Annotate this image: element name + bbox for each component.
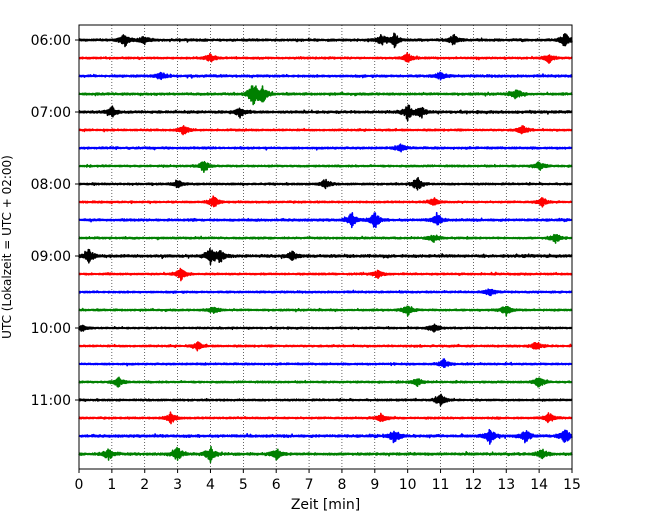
trace-1015 (78, 341, 573, 352)
trace-0730 (78, 143, 573, 153)
x-tick-label: 11 (432, 477, 450, 493)
plot-frame (78, 24, 573, 470)
trace-1145 (78, 445, 573, 464)
trace-0745 (78, 160, 573, 174)
x-tick-label: 15 (563, 477, 581, 493)
x-tick-label: 10 (399, 477, 417, 493)
trace-0800 (78, 176, 573, 191)
trace-0815 (78, 195, 573, 208)
trace-0830 (78, 211, 573, 229)
trace-0615 (78, 52, 573, 65)
trace-1045 (78, 376, 573, 388)
trace-0900 (78, 247, 573, 266)
trace-0600 (78, 32, 573, 49)
x-tick-label: 8 (337, 477, 346, 493)
trace-1030 (78, 358, 573, 369)
trace-1000 (78, 323, 573, 333)
x-tick-label: 13 (497, 477, 515, 493)
x-tick-label: 12 (464, 477, 482, 493)
trace-1130 (78, 428, 573, 445)
x-tick-label: 7 (305, 477, 314, 493)
x-tick-label: 2 (140, 477, 149, 493)
trace-0645 (78, 85, 573, 106)
trace-0700 (78, 104, 573, 122)
x-tick-label: 14 (530, 477, 548, 493)
trace-0715 (78, 125, 573, 136)
y-tick-label: 07:00 (31, 105, 71, 121)
trace-0915 (78, 267, 573, 282)
trace-1115 (78, 411, 573, 425)
x-tick-label: 6 (272, 477, 281, 493)
y-tick-label: 09:00 (31, 249, 71, 265)
vertical-grid (111, 25, 540, 469)
x-tick-label: 5 (239, 477, 248, 493)
y-axis-label: UTC (Lokalzeit = UTC + 02:00) (0, 155, 14, 339)
trace-0930 (78, 288, 573, 297)
trace-0630 (78, 71, 573, 81)
y-axis: 06:00 07:00 08:00 09:00 10:00 11:00 (31, 33, 79, 409)
y-tick-label: 06:00 (31, 33, 71, 49)
x-axis-label: Zeit [min] (291, 497, 360, 513)
trace-0845 (78, 233, 573, 244)
x-tick-label: 3 (173, 477, 182, 493)
x-tick-label: 1 (107, 477, 116, 493)
trace-1100 (78, 393, 573, 407)
trace-0945 (78, 305, 573, 317)
x-tick-label: 0 (75, 477, 84, 493)
y-tick-label: 10:00 (31, 321, 71, 337)
y-tick-label: 11:00 (31, 393, 71, 409)
trace-series (78, 32, 573, 464)
x-tick-label: 4 (206, 477, 215, 493)
y-tick-label: 08:00 (31, 177, 71, 193)
x-axis: 0 1 2 3 4 5 6 7 8 9 10 11 12 13 14 15 (75, 469, 581, 493)
x-tick-label: 9 (370, 477, 379, 493)
